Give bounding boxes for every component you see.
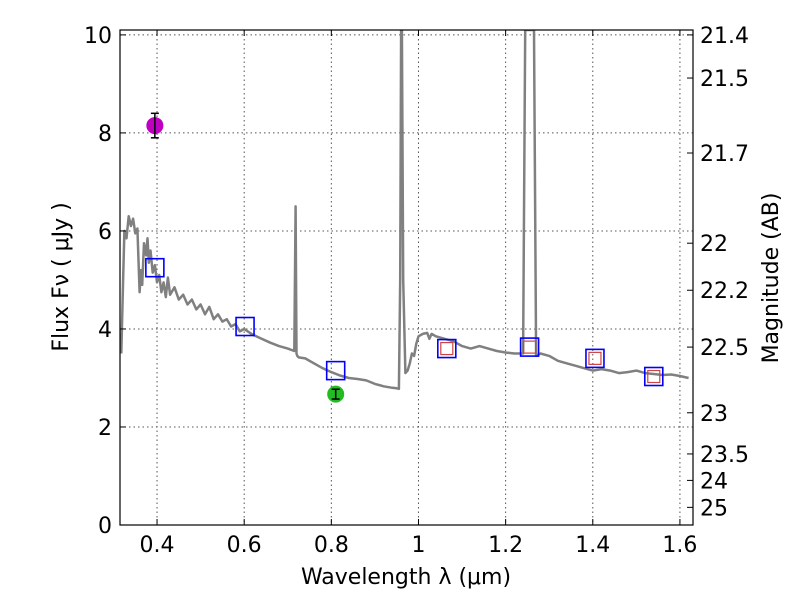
x-tick-label: 1.6	[662, 533, 697, 558]
x-tick-label: 0.8	[314, 533, 349, 558]
sed-line	[120, 30, 689, 391]
y-tick-label: 4	[98, 318, 112, 343]
y2-tick-label: 21.5	[700, 67, 749, 92]
model-point-inner	[647, 369, 661, 384]
grid	[120, 30, 693, 526]
model-point-square	[643, 366, 664, 387]
y-axis-label: Flux Fν ( μJy )	[49, 202, 74, 351]
y2-tick-label: 23.5	[700, 443, 749, 468]
model-point-inner	[588, 351, 602, 365]
y2-tick-label: 23	[700, 402, 728, 427]
x-tick-label: 1	[411, 533, 425, 558]
x-axis-label: Wavelength λ (μm)	[301, 565, 511, 590]
model-point-inner	[440, 341, 454, 356]
y2-tick-label: 25	[700, 496, 728, 521]
y-tick-label: 2	[98, 416, 112, 441]
y-tick-label: 8	[98, 122, 112, 147]
x-tick-label: 1.2	[488, 533, 523, 558]
model-point-square	[519, 337, 540, 357]
model-point-square	[437, 338, 457, 359]
x-axis-ticks: 0.4 0.6 0.8 1 1.2 1.4 1.6	[140, 30, 697, 558]
model-point-square	[325, 360, 346, 381]
y2-axis-label: Magnitude (AB)	[759, 193, 784, 364]
y2-tick-label: 22.2	[700, 279, 749, 304]
model-point-square	[145, 257, 165, 278]
y2-tick-label: 24	[700, 469, 728, 494]
x-tick-label: 0.6	[227, 533, 262, 558]
y-axis-ticks: 0 2 4 6 8 10	[84, 24, 126, 539]
x-tick-label: 1.4	[575, 533, 610, 558]
y2-tick-label: 22.5	[700, 336, 749, 361]
model-point-square	[235, 316, 255, 337]
plot-area	[120, 30, 689, 403]
model-point-inner	[522, 340, 537, 354]
y2-tick-label: 22	[700, 232, 728, 257]
plot-frame	[119, 29, 694, 526]
x-tick-label: 0.4	[140, 533, 175, 558]
series-group	[120, 30, 689, 403]
y-tick-label: 0	[98, 514, 112, 539]
y2-tick-label: 21.7	[700, 142, 749, 167]
y-tick-label: 6	[98, 220, 112, 245]
y-tick-label: 10	[84, 24, 112, 49]
y2-tick-label: 21.4	[700, 24, 749, 49]
model-point-square	[585, 348, 605, 369]
